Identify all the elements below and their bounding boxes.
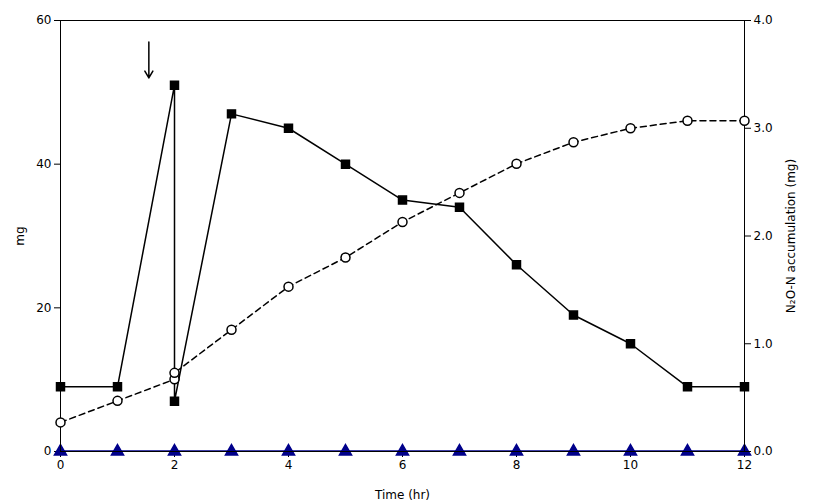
svg-text:mg: mg <box>13 226 27 245</box>
svg-text:10: 10 <box>623 458 638 472</box>
svg-text:1.0: 1.0 <box>754 337 773 351</box>
svg-text:2.0: 2.0 <box>754 229 773 243</box>
svg-text:0: 0 <box>44 444 52 458</box>
svg-text:20: 20 <box>36 301 51 315</box>
svg-text:0: 0 <box>57 458 65 472</box>
svg-text:N₂O-N accumulation (mg): N₂O-N accumulation (mg) <box>784 159 798 313</box>
svg-text:0.0: 0.0 <box>754 444 773 458</box>
svg-text:60: 60 <box>36 13 51 27</box>
svg-text:40: 40 <box>36 157 51 171</box>
svg-text:12: 12 <box>737 458 752 472</box>
svg-text:4: 4 <box>285 458 293 472</box>
svg-text:3.0: 3.0 <box>754 121 773 135</box>
svg-text:4.0: 4.0 <box>754 13 773 27</box>
svg-text:8: 8 <box>513 458 521 472</box>
svg-text:6: 6 <box>399 458 407 472</box>
svg-text:Time (hr): Time (hr) <box>374 488 430 501</box>
svg-text:2: 2 <box>171 458 179 472</box>
